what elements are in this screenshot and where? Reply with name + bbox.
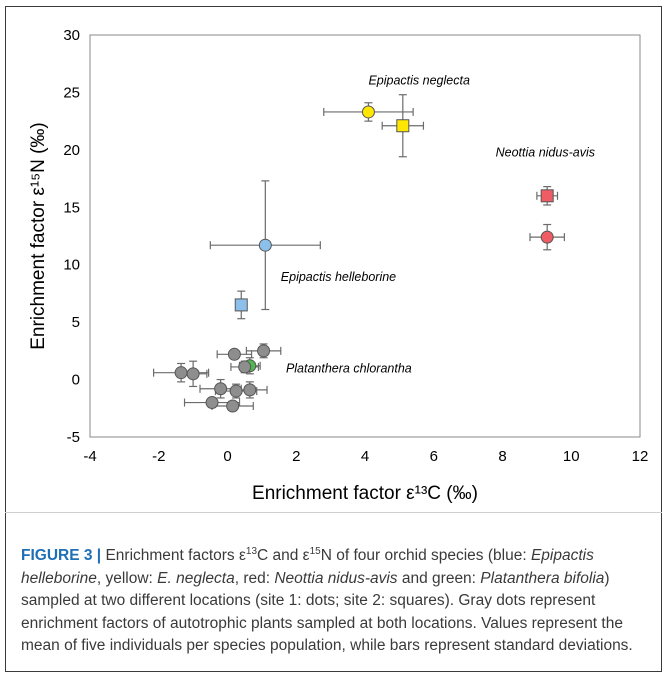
y-tick-label: 30 [63,27,80,44]
data-point-circle [174,366,188,380]
y-tick-label: 5 [72,314,80,331]
x-tick-label: 12 [632,448,649,465]
y-tick-label: 0 [72,372,80,389]
data-point-circle [540,230,554,244]
caption-species-name: Epipactis helleborine [21,547,594,587]
y-tick-label: 25 [63,84,80,101]
data-point-circle [205,396,219,410]
data-point-circle [214,382,228,396]
y-axis-title: Enrichment factor ε¹⁵N (‰) [28,122,49,350]
data-point-square [540,189,554,203]
x-tick-label: 2 [292,448,300,465]
caption-divider [5,512,662,513]
species-annotation: Neottia nidus-avis [496,146,595,160]
x-tick-label: 0 [223,448,231,465]
x-tick-label: 8 [498,448,506,465]
data-point-circle [226,399,240,413]
species-annotation: Epipactis helleborine [281,270,396,284]
data-point-circle [361,105,375,119]
y-tick-label: 15 [63,199,80,216]
y-tick-label: 10 [63,257,80,274]
scatter-chart: -4 -2 0 2 4 6 8 10 12 -5 0 5 10 15 20 25 30 Enrichment fa… [28,27,649,504]
figure-label: FIGURE 3 | [21,547,102,565]
data-point-square [396,119,410,133]
data-point-circle [238,360,252,374]
caption-text: , yellow: [96,569,158,587]
data-point-circle [229,384,243,398]
data-point-circle [258,238,272,252]
x-tick-label: 4 [361,448,369,465]
caption-species-name: E. neglecta [157,569,235,587]
caption-text: and green: [397,569,481,587]
caption-species-name: Platanthera bifolia [480,569,605,587]
caption-text: ) sampled at two different locations (si… [21,569,633,655]
caption-text: 13 [245,546,258,557]
data-point-circle [227,347,241,361]
y-tick-label: 20 [63,142,80,159]
species-annotation: Epipactis neglecta [368,73,470,87]
x-tick-label: 10 [563,448,580,465]
species-annotation: Platanthera chlorantha [286,362,412,376]
data-point-circle [243,383,257,397]
caption-text: Enrichment factors ε [101,547,246,565]
caption-text: 15 [309,546,321,557]
y-tick-label: -5 [67,429,80,446]
x-tick-label: -2 [152,448,165,465]
caption-species-name: Neottia nidus-avis [274,569,398,587]
caption-text: C and ε [257,547,310,565]
figure-frame [5,6,662,672]
x-tick-label: 6 [430,448,438,465]
data-point-circle [186,367,200,381]
x-axis-title: Enrichment factor ε¹³C (‰) [252,483,478,504]
caption-text: N of four orchid species (blue: [320,547,531,565]
caption-text: , red: [234,569,275,587]
x-tick-label: -4 [83,448,96,465]
plot-area [89,34,641,438]
data-point-square [234,298,248,312]
data-point-circle [257,344,271,358]
figure-caption: FIGURE 3 | Enrichment factors ε13C and ε… [21,541,651,658]
